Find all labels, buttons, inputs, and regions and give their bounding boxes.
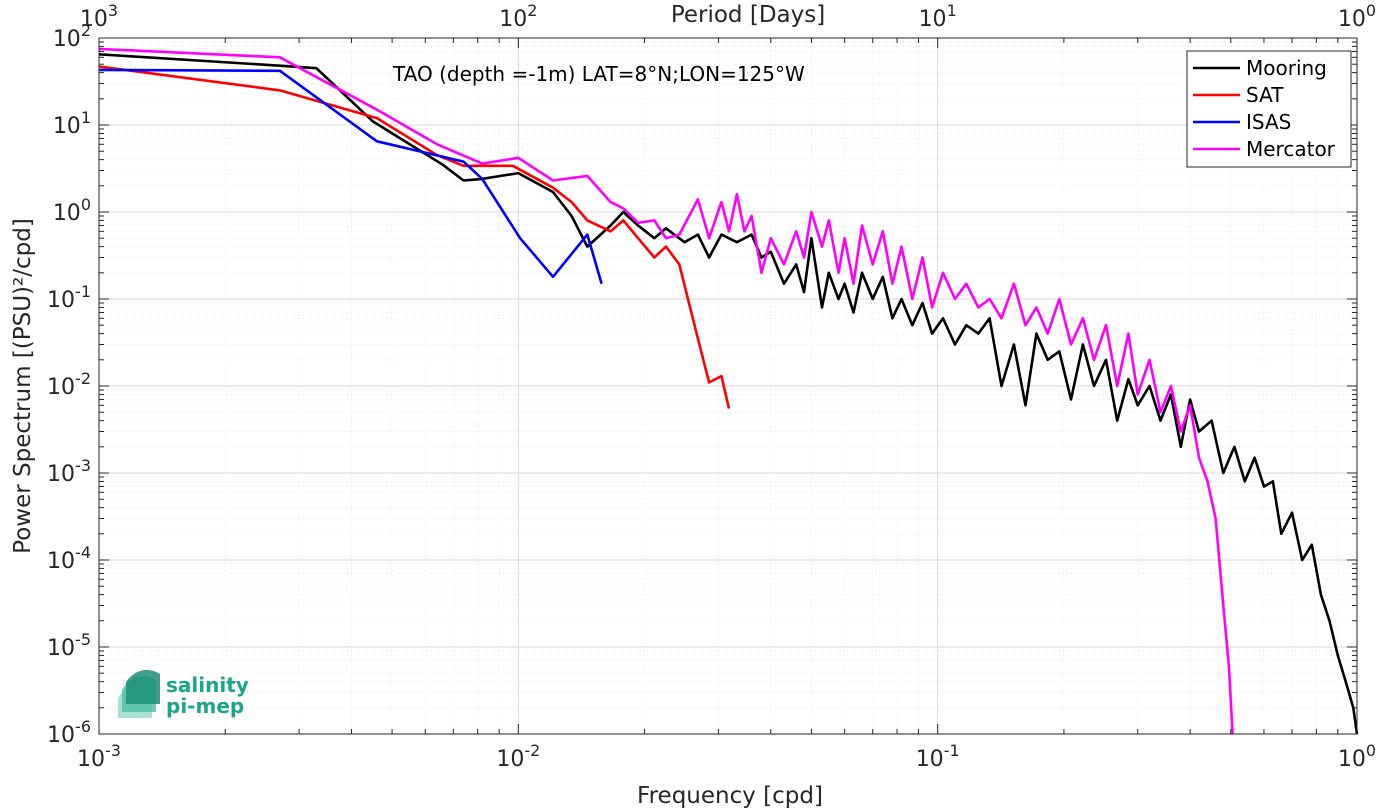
legend-label-isas: ISAS — [1246, 110, 1291, 134]
y-tick-label: 10-4 — [47, 543, 91, 574]
y-tick-label: 102 — [53, 21, 91, 52]
y-tick-label: 10-3 — [47, 456, 91, 487]
top-x-tick-label: 103 — [80, 1, 118, 32]
x-axis-title: Frequency [cpd] — [637, 783, 823, 809]
series-line-mooring — [98, 53, 1359, 735]
x-tick-label: 100 — [1338, 741, 1376, 772]
top-x-tick-label: 100 — [1338, 1, 1376, 32]
legend-label-sat: SAT — [1246, 83, 1284, 107]
chart-title: TAO (depth =-1m) LAT=8°N;LON=125°W — [392, 62, 805, 86]
legend: Mooring SAT ISAS Mercator — [1186, 50, 1352, 168]
legend-box — [1186, 50, 1352, 168]
y-tick-label: 101 — [53, 108, 91, 139]
x-tick-label: 10-3 — [77, 741, 121, 772]
y-axis-title: Power Spectrum [(PSU)²/cpd] — [10, 218, 36, 554]
y-tick-label: 10-1 — [47, 282, 91, 313]
grid-layer — [98, 37, 1358, 735]
legend-label-mercator: Mercator — [1246, 137, 1336, 161]
top-x-tick-label: 102 — [499, 1, 537, 32]
series-line-isas — [98, 68, 603, 285]
legend-label-mooring: Mooring — [1246, 56, 1327, 80]
logo-waves-icon — [118, 669, 160, 718]
y-tick-label: 100 — [53, 195, 91, 226]
series-layer — [98, 47, 1359, 735]
y-tick-label: 10-5 — [47, 630, 91, 661]
x-tick-label: 10-2 — [496, 741, 540, 772]
salinity-pimep-logo: salinity pi-mep — [118, 669, 249, 718]
logo-line2: pi-mep — [166, 694, 244, 718]
y-tick-label: 10-2 — [47, 369, 91, 400]
tick-layer — [98, 37, 1358, 735]
logo-line1: salinity — [166, 673, 249, 697]
top-x-tick-label: 101 — [919, 1, 957, 32]
series-line-mercator — [98, 47, 1234, 735]
top-axis-title: Period [Days] — [671, 2, 825, 28]
x-tick-label: 10-1 — [916, 741, 960, 772]
y-tick-label: 10-6 — [47, 717, 91, 748]
